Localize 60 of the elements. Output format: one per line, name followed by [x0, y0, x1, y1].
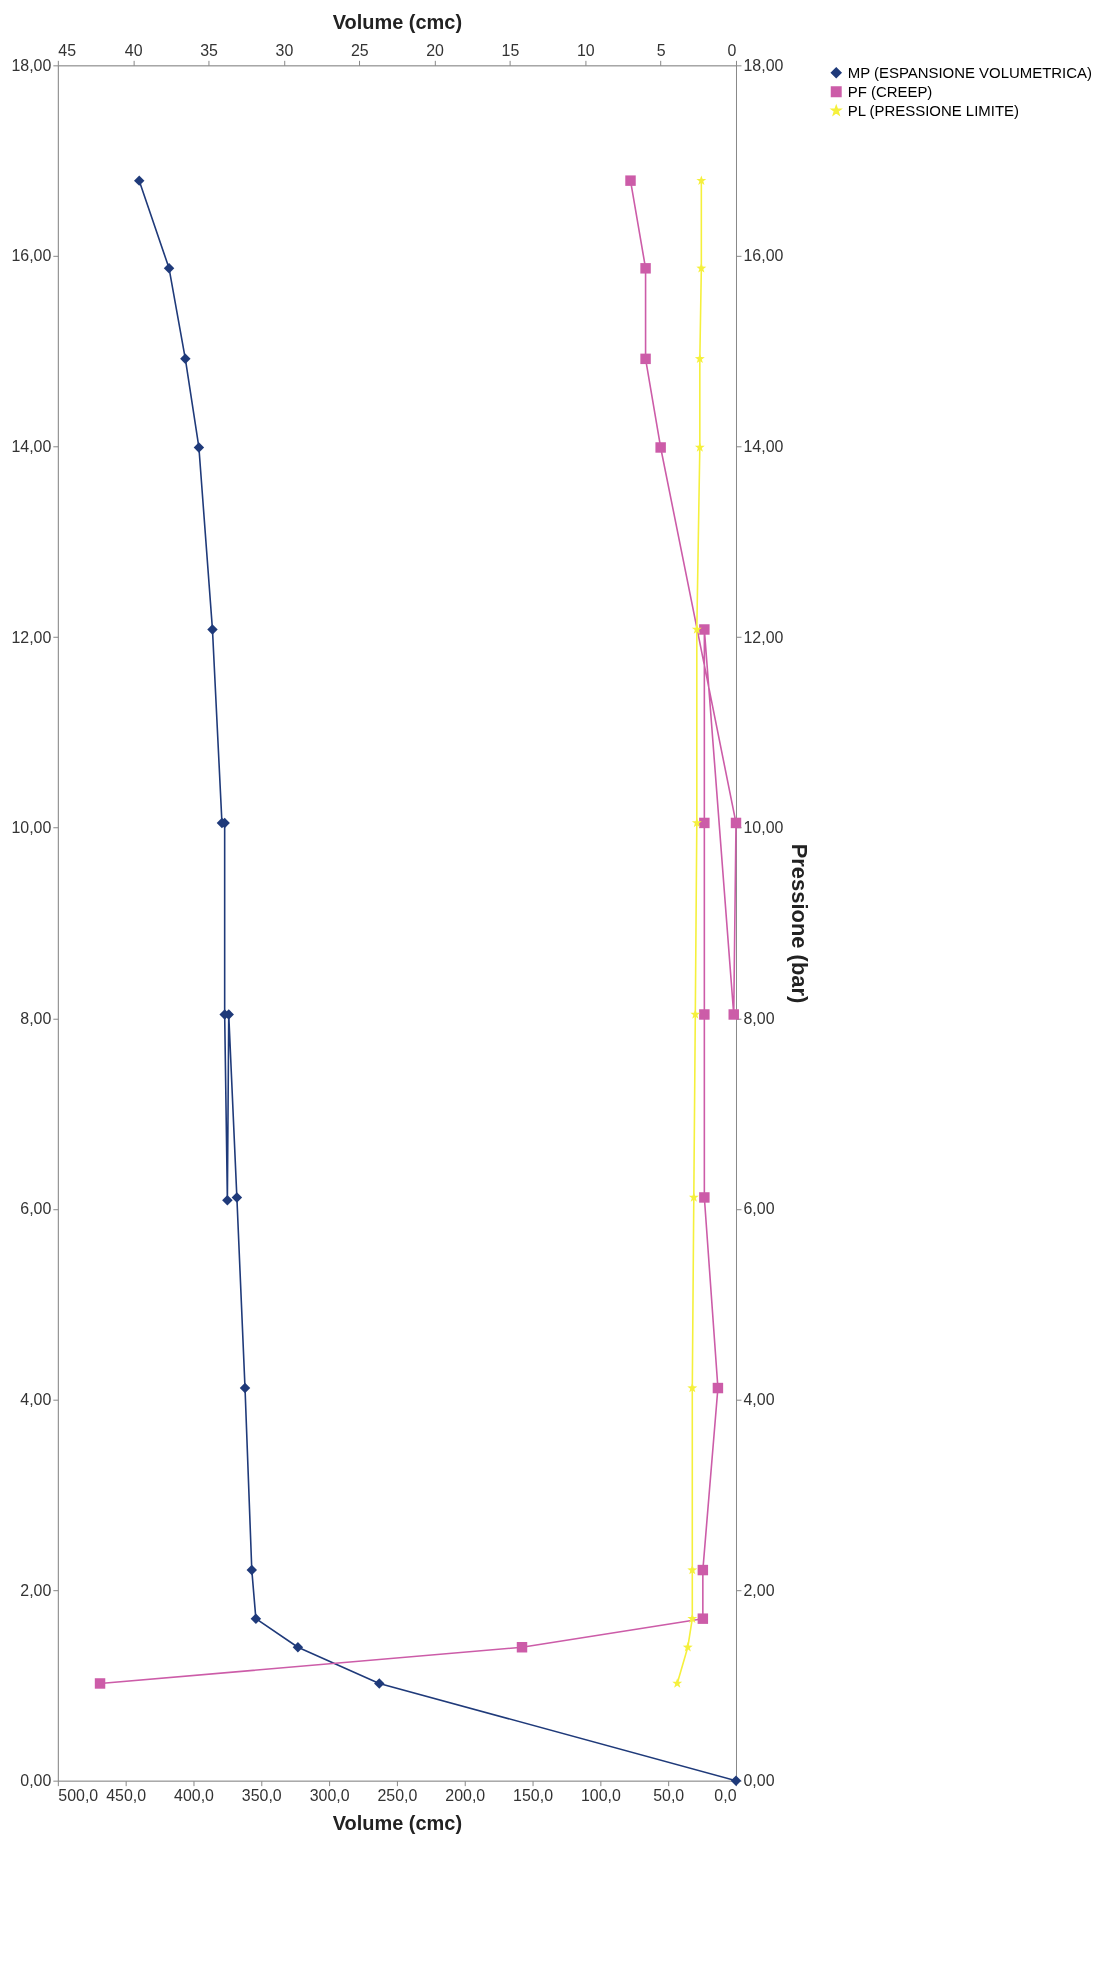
x2-tick-label: 10 [576, 41, 595, 59]
y2-tick-label: 0,00 [743, 1772, 775, 1790]
x2-tick-label: 35 [200, 41, 219, 59]
y2-tick-label: 18,00 [743, 56, 784, 74]
legend-label: PL (PRESSIONE LIMITE) [847, 101, 1019, 119]
y-tick-label: 14,00 [11, 438, 52, 455]
y-tick-label: 2,00 [20, 1581, 52, 1599]
x2-axis-title: Volume (cmc) [332, 10, 463, 33]
y2-tick-label: 16,00 [743, 247, 784, 265]
point [222, 1195, 233, 1206]
x-tick-label: 100,0 [580, 1787, 621, 1805]
point [207, 624, 218, 635]
point [730, 1775, 742, 1786]
point [374, 1678, 385, 1689]
x-tick-label: 0,0 [714, 1787, 737, 1805]
point [292, 1642, 304, 1653]
y-tick-label: 8,00 [20, 1009, 52, 1027]
y2-tick-label: 14,00 [743, 438, 784, 455]
y2-tick-label: 10,00 [743, 819, 784, 837]
y-tick-label: 0,00 [20, 1772, 52, 1790]
y-tick-label: 18,00 [11, 56, 52, 74]
y-tick-label: 12,00 [11, 628, 52, 646]
x-tick-label: 350,0 [241, 1787, 282, 1805]
x2-tick-label: 0 [727, 41, 737, 59]
x-tick-label: 450,0 [106, 1787, 147, 1805]
legend-label: MP (ESPANSIONE VOLUMETRICA) [847, 63, 1093, 81]
x2-tick-label: 20 [426, 41, 445, 59]
point [193, 442, 205, 453]
x-tick-label: 50,0 [653, 1787, 685, 1805]
point [246, 1564, 258, 1576]
y2-tick-label: 2,00 [743, 1581, 775, 1599]
point [133, 175, 145, 186]
y2-tick-label: 6,00 [743, 1200, 775, 1218]
y-tick-label: 16,00 [11, 247, 52, 265]
point [231, 1192, 243, 1203]
x-tick-label: 500,0 [58, 1787, 99, 1805]
legend-label: PF (CREEP) [847, 82, 933, 100]
x-tick-label: 400,0 [174, 1787, 215, 1805]
x2-tick-label: 15 [501, 41, 520, 59]
x2-tick-label: 5 [656, 41, 666, 59]
x-tick-label: 150,0 [513, 1787, 554, 1805]
y-tick-label: 4,00 [20, 1390, 52, 1408]
y-tick-label: 10,00 [11, 819, 52, 837]
point [239, 1382, 251, 1394]
y-tick-label: 6,00 [20, 1200, 52, 1218]
y2-tick-label: 12,00 [743, 628, 784, 646]
y2-axis-title: Pressione (bar) [787, 843, 813, 1004]
x2-tick-label: 30 [275, 41, 294, 59]
x-tick-label: 300,0 [309, 1787, 350, 1805]
x2-tick-label: 25 [350, 41, 369, 59]
point [180, 353, 191, 365]
point [250, 1613, 262, 1624]
x2-tick-label: 45 [58, 41, 77, 59]
x2-tick-label: 40 [124, 41, 143, 59]
x-tick-label: 250,0 [377, 1787, 418, 1805]
x-tick-label: 200,0 [445, 1787, 486, 1805]
point [163, 263, 175, 274]
y2-tick-label: 4,00 [743, 1390, 775, 1408]
x-axis-title: Volume (cmc) [332, 1812, 463, 1835]
y2-tick-label: 8,00 [743, 1009, 775, 1027]
